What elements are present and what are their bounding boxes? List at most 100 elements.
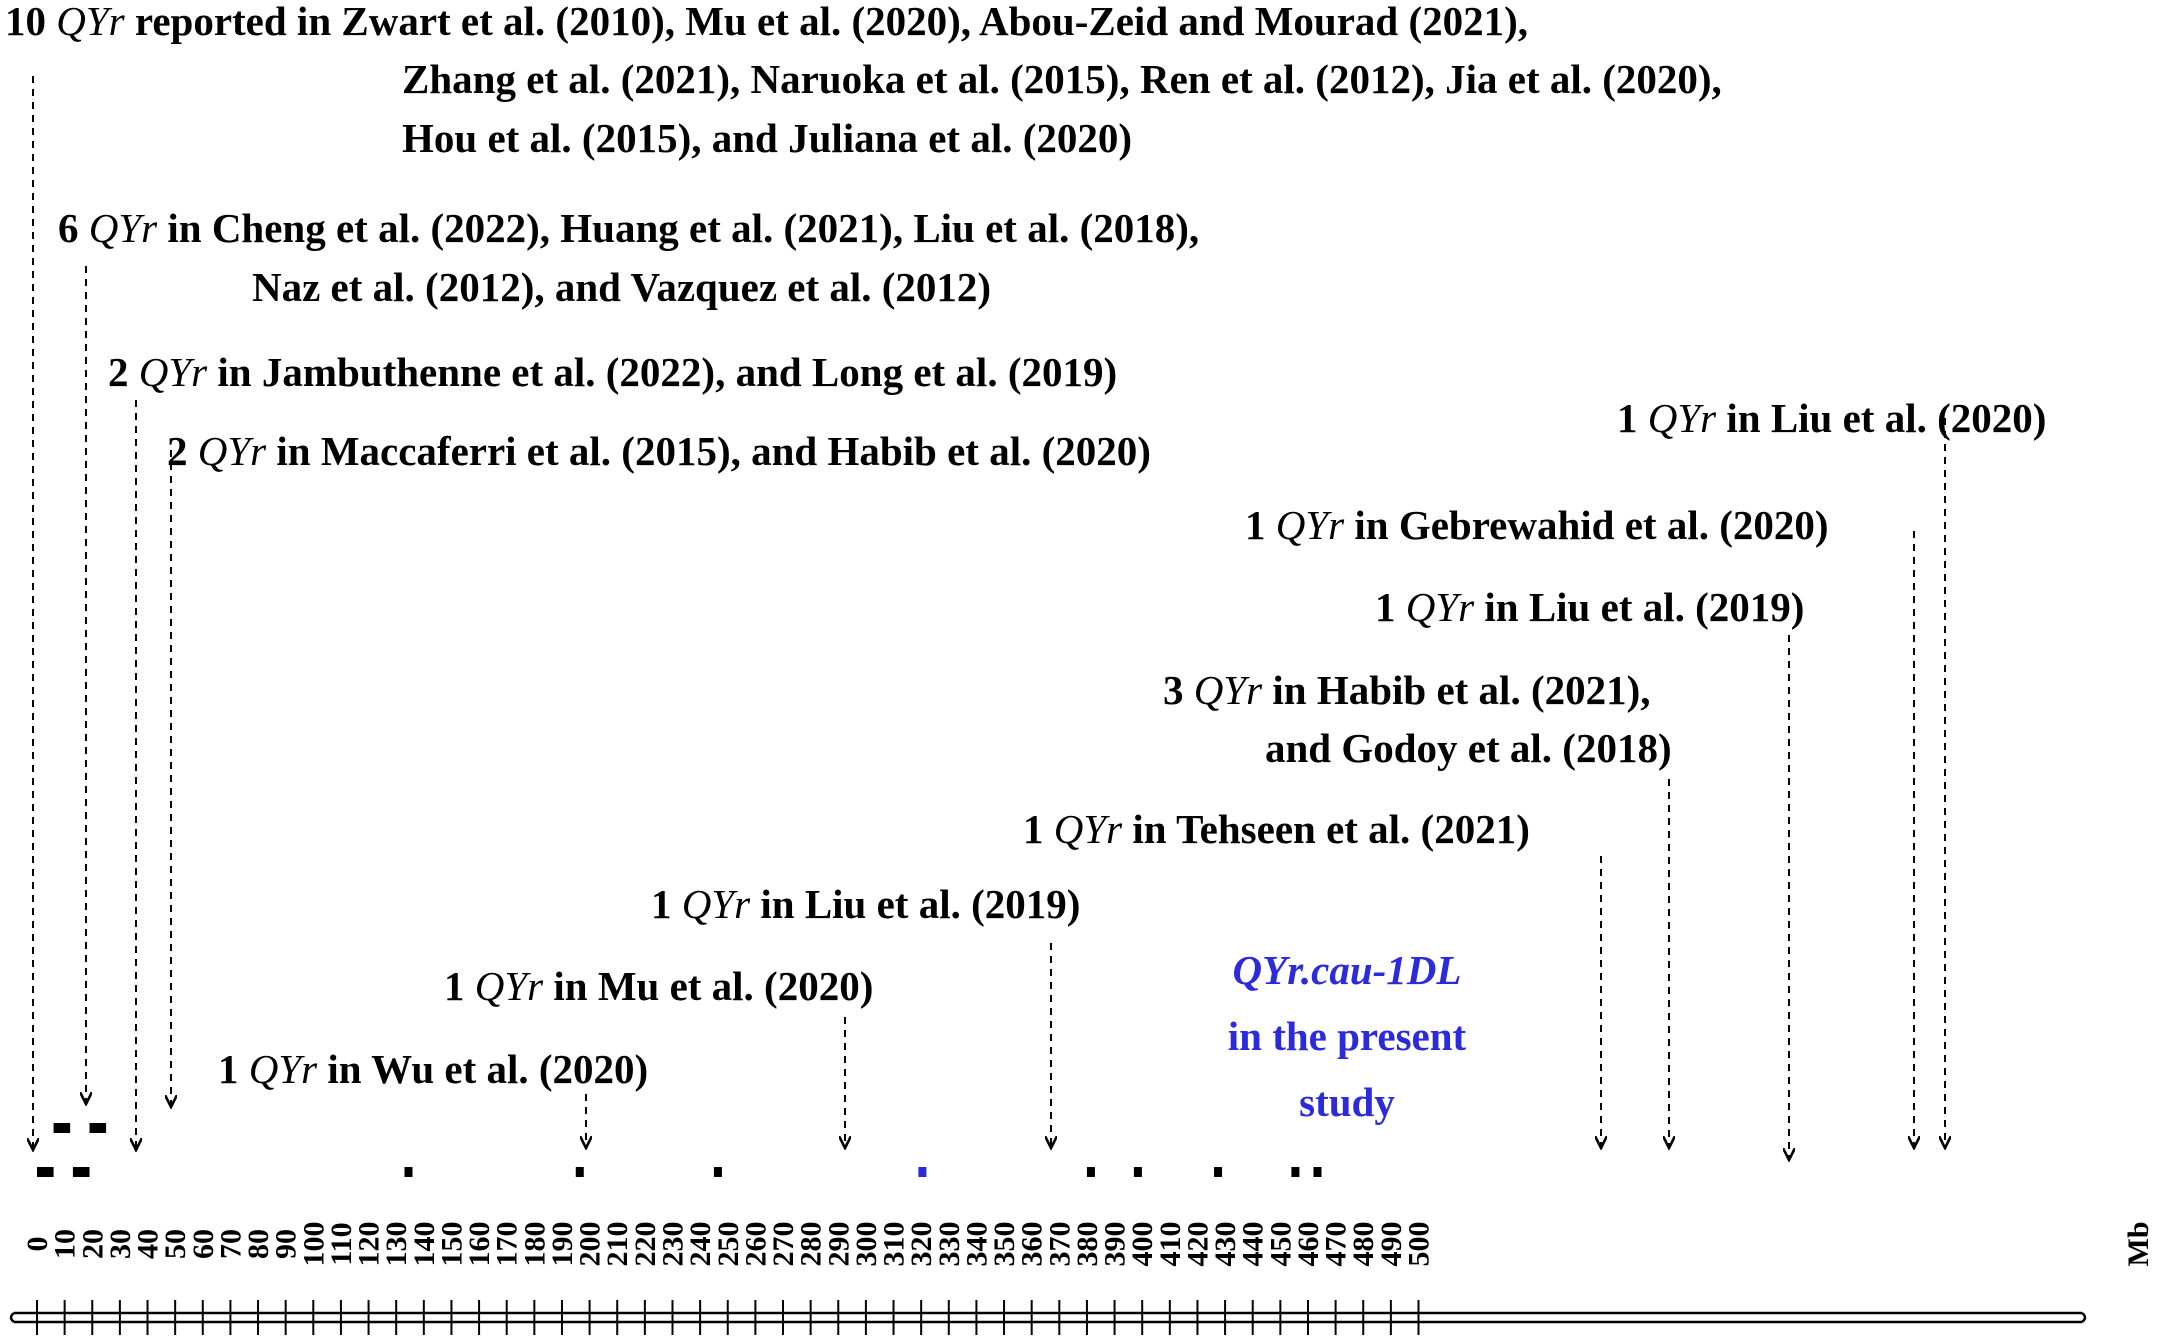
axis-cap-right xyxy=(2081,1312,2087,1323)
axis-tick-label: 30 xyxy=(104,1229,137,1259)
annotation-run: in Maccaferri et al. (2015), and Habib e… xyxy=(266,428,1151,474)
axis-tick-label: 450 xyxy=(1264,1222,1297,1267)
annotation-reference: 1 QYr in Liu et al. (2019) xyxy=(1375,584,1804,630)
axis-tick-label: 110 xyxy=(325,1222,358,1265)
axis-tick-label: 310 xyxy=(878,1222,911,1267)
annotation-run: in Liu et al. (2020) xyxy=(1716,395,2046,441)
annotation-reference: 1 QYr in Liu et al. (2020) xyxy=(1617,395,2046,441)
annotation-line: 2 QYr in Maccaferri et al. (2015), and H… xyxy=(167,428,1151,474)
annotation-line: 10 QYr reported in Zwart et al. (2010), … xyxy=(5,0,1528,44)
qtl-segment xyxy=(37,1167,54,1177)
axis-tick-label: 90 xyxy=(270,1229,303,1259)
annotation-line: 1 QYr in Wu et al. (2020) xyxy=(218,1046,648,1092)
axis-tick-label: 370 xyxy=(1043,1222,1076,1267)
annotation-run: in Jambuthenne et al. (2022), and Long e… xyxy=(207,349,1117,395)
annotation-run: QYr xyxy=(56,0,125,44)
axis-tick-label: 160 xyxy=(463,1222,496,1267)
qtl-segment xyxy=(1291,1167,1300,1177)
axis-tick-label: 430 xyxy=(1209,1222,1242,1267)
annotation-line: Hou et al. (2015), and Juliana et al. (2… xyxy=(402,115,1132,161)
axis-tick-label: 320 xyxy=(905,1222,938,1267)
annotation-run: reported in Zwart et al. (2010), Mu et a… xyxy=(125,0,1528,44)
qtl-segment-present-study xyxy=(918,1167,927,1177)
annotation-line: study xyxy=(1299,1079,1395,1125)
annotation-run: in Liu et al. (2019) xyxy=(1474,584,1804,630)
axis-tick-label: 170 xyxy=(491,1222,524,1267)
annotation-reference: 1 QYr in Liu et al. (2019) xyxy=(651,881,1080,927)
annotation-run: Hou et al. (2015), and Juliana et al. (2… xyxy=(402,115,1132,161)
annotation-run: in Wu et al. (2020) xyxy=(317,1046,648,1092)
axis-tick-label: 130 xyxy=(380,1222,413,1267)
axis-tick-label: 470 xyxy=(1320,1222,1353,1267)
annotation-run: QYr xyxy=(1054,806,1123,852)
axis-tick-label: 190 xyxy=(546,1222,579,1267)
annotation-run: 1 xyxy=(444,963,475,1009)
annotation-line: 2 QYr in Jambuthenne et al. (2022), and … xyxy=(108,349,1117,395)
annotation-reference: 3 QYr in Habib et al. (2021), and Godoy e… xyxy=(1163,667,1672,771)
annotation-run: QYr.cau-1DL xyxy=(1233,947,1462,993)
annotation-reference: 2 QYr in Jambuthenne et al. (2022), and … xyxy=(108,349,1117,395)
arrow-layer xyxy=(33,76,1945,1160)
axis-cap-left xyxy=(9,1312,15,1323)
annotation-run: 1 xyxy=(1023,806,1054,852)
annotation-layer: 10 QYr reported in Zwart et al. (2010), … xyxy=(5,0,2046,1125)
annotation-run: QYr xyxy=(198,428,267,474)
axis-tick-label: 460 xyxy=(1292,1222,1325,1267)
axis-tick-label: 210 xyxy=(601,1222,634,1267)
annotation-reference: 1 QYr in Mu et al. (2020) xyxy=(444,963,873,1009)
qtl-segment xyxy=(404,1167,413,1177)
qtl-segment xyxy=(89,1123,107,1133)
axis-tick-label: 350 xyxy=(988,1222,1021,1267)
qtl-segment-layer xyxy=(37,1123,1322,1177)
annotation-run: 1 xyxy=(1375,584,1406,630)
annotation-run: QYr xyxy=(682,881,751,927)
axis-tick-label: 250 xyxy=(712,1222,745,1267)
axis-tick-label: 270 xyxy=(767,1222,800,1267)
axis-tick-label: 50 xyxy=(159,1229,192,1259)
axis-tick-label: 220 xyxy=(629,1222,662,1267)
qtl-segment xyxy=(1133,1167,1142,1177)
annotation-reference: 1 QYr in Tehseen et al. (2021) xyxy=(1023,806,1530,852)
annotation-reference: 6 QYr in Cheng et al. (2022), Huang et a… xyxy=(58,205,1199,310)
axis-tick-label: 280 xyxy=(795,1222,828,1267)
axis-tick-label: 100 xyxy=(297,1222,330,1267)
annotation-line: 1 QYr in Liu et al. (2019) xyxy=(651,881,1080,927)
axis-tick-label: 480 xyxy=(1347,1222,1380,1267)
annotation-reference: 10 QYr reported in Zwart et al. (2010), … xyxy=(5,0,1722,161)
annotation-line: QYr.cau-1DL xyxy=(1233,947,1462,993)
axis-tick-label: 20 xyxy=(76,1229,109,1259)
annotation-run: in Cheng et al. (2022), Huang et al. (20… xyxy=(157,205,1199,251)
annotation-run: study xyxy=(1299,1079,1395,1125)
annotation-run: in Habib et al. (2021), xyxy=(1262,667,1650,713)
axis-tick-label: 400 xyxy=(1126,1222,1159,1267)
annotation-reference: 1 QYr in Gebrewahid et al. (2020) xyxy=(1245,502,1829,548)
annotation-run: 1 xyxy=(651,881,682,927)
annotation-line: and Godoy et al. (2018) xyxy=(1265,725,1672,771)
axis-tick-label: 230 xyxy=(656,1222,689,1267)
axis-tick-label: 330 xyxy=(933,1222,966,1267)
qtl-segment xyxy=(1086,1167,1095,1177)
annotation-run: QYr xyxy=(1194,667,1263,713)
annotation-line: 1 QYr in Liu et al. (2019) xyxy=(1375,584,1804,630)
annotation-line: 1 QYr in Mu et al. (2020) xyxy=(444,963,873,1009)
annotation-run: 10 xyxy=(5,0,56,44)
annotation-reference: 2 QYr in Maccaferri et al. (2015), and H… xyxy=(167,428,1151,474)
axis-tick-label: 440 xyxy=(1237,1222,1270,1267)
axis-tick-label: 140 xyxy=(408,1222,441,1267)
axis-layer: Mb 0102030405060708090100110120130140150… xyxy=(9,1222,2155,1335)
annotation-run: in Gebrewahid et al. (2020) xyxy=(1344,502,1828,548)
axis-tick-label: 150 xyxy=(435,1222,468,1267)
axis-tick-label: 380 xyxy=(1071,1222,1104,1267)
axis-tick-label: 410 xyxy=(1154,1222,1187,1267)
axis-tick-label: 420 xyxy=(1181,1222,1214,1267)
annotation-run: 3 xyxy=(1163,667,1194,713)
axis-tick-label: 360 xyxy=(1016,1222,1049,1267)
annotation-run: QYr xyxy=(89,205,158,251)
axis-tick-label: 240 xyxy=(684,1222,717,1267)
annotation-run: 1 xyxy=(1245,502,1276,548)
annotation-run: Zhang et al. (2021), Naruoka et al. (201… xyxy=(402,56,1722,102)
axis-tick-label: 120 xyxy=(353,1222,386,1267)
annotation-run: in Mu et al. (2020) xyxy=(543,963,873,1009)
annotation-reference: 1 QYr in Wu et al. (2020) xyxy=(218,1046,648,1092)
